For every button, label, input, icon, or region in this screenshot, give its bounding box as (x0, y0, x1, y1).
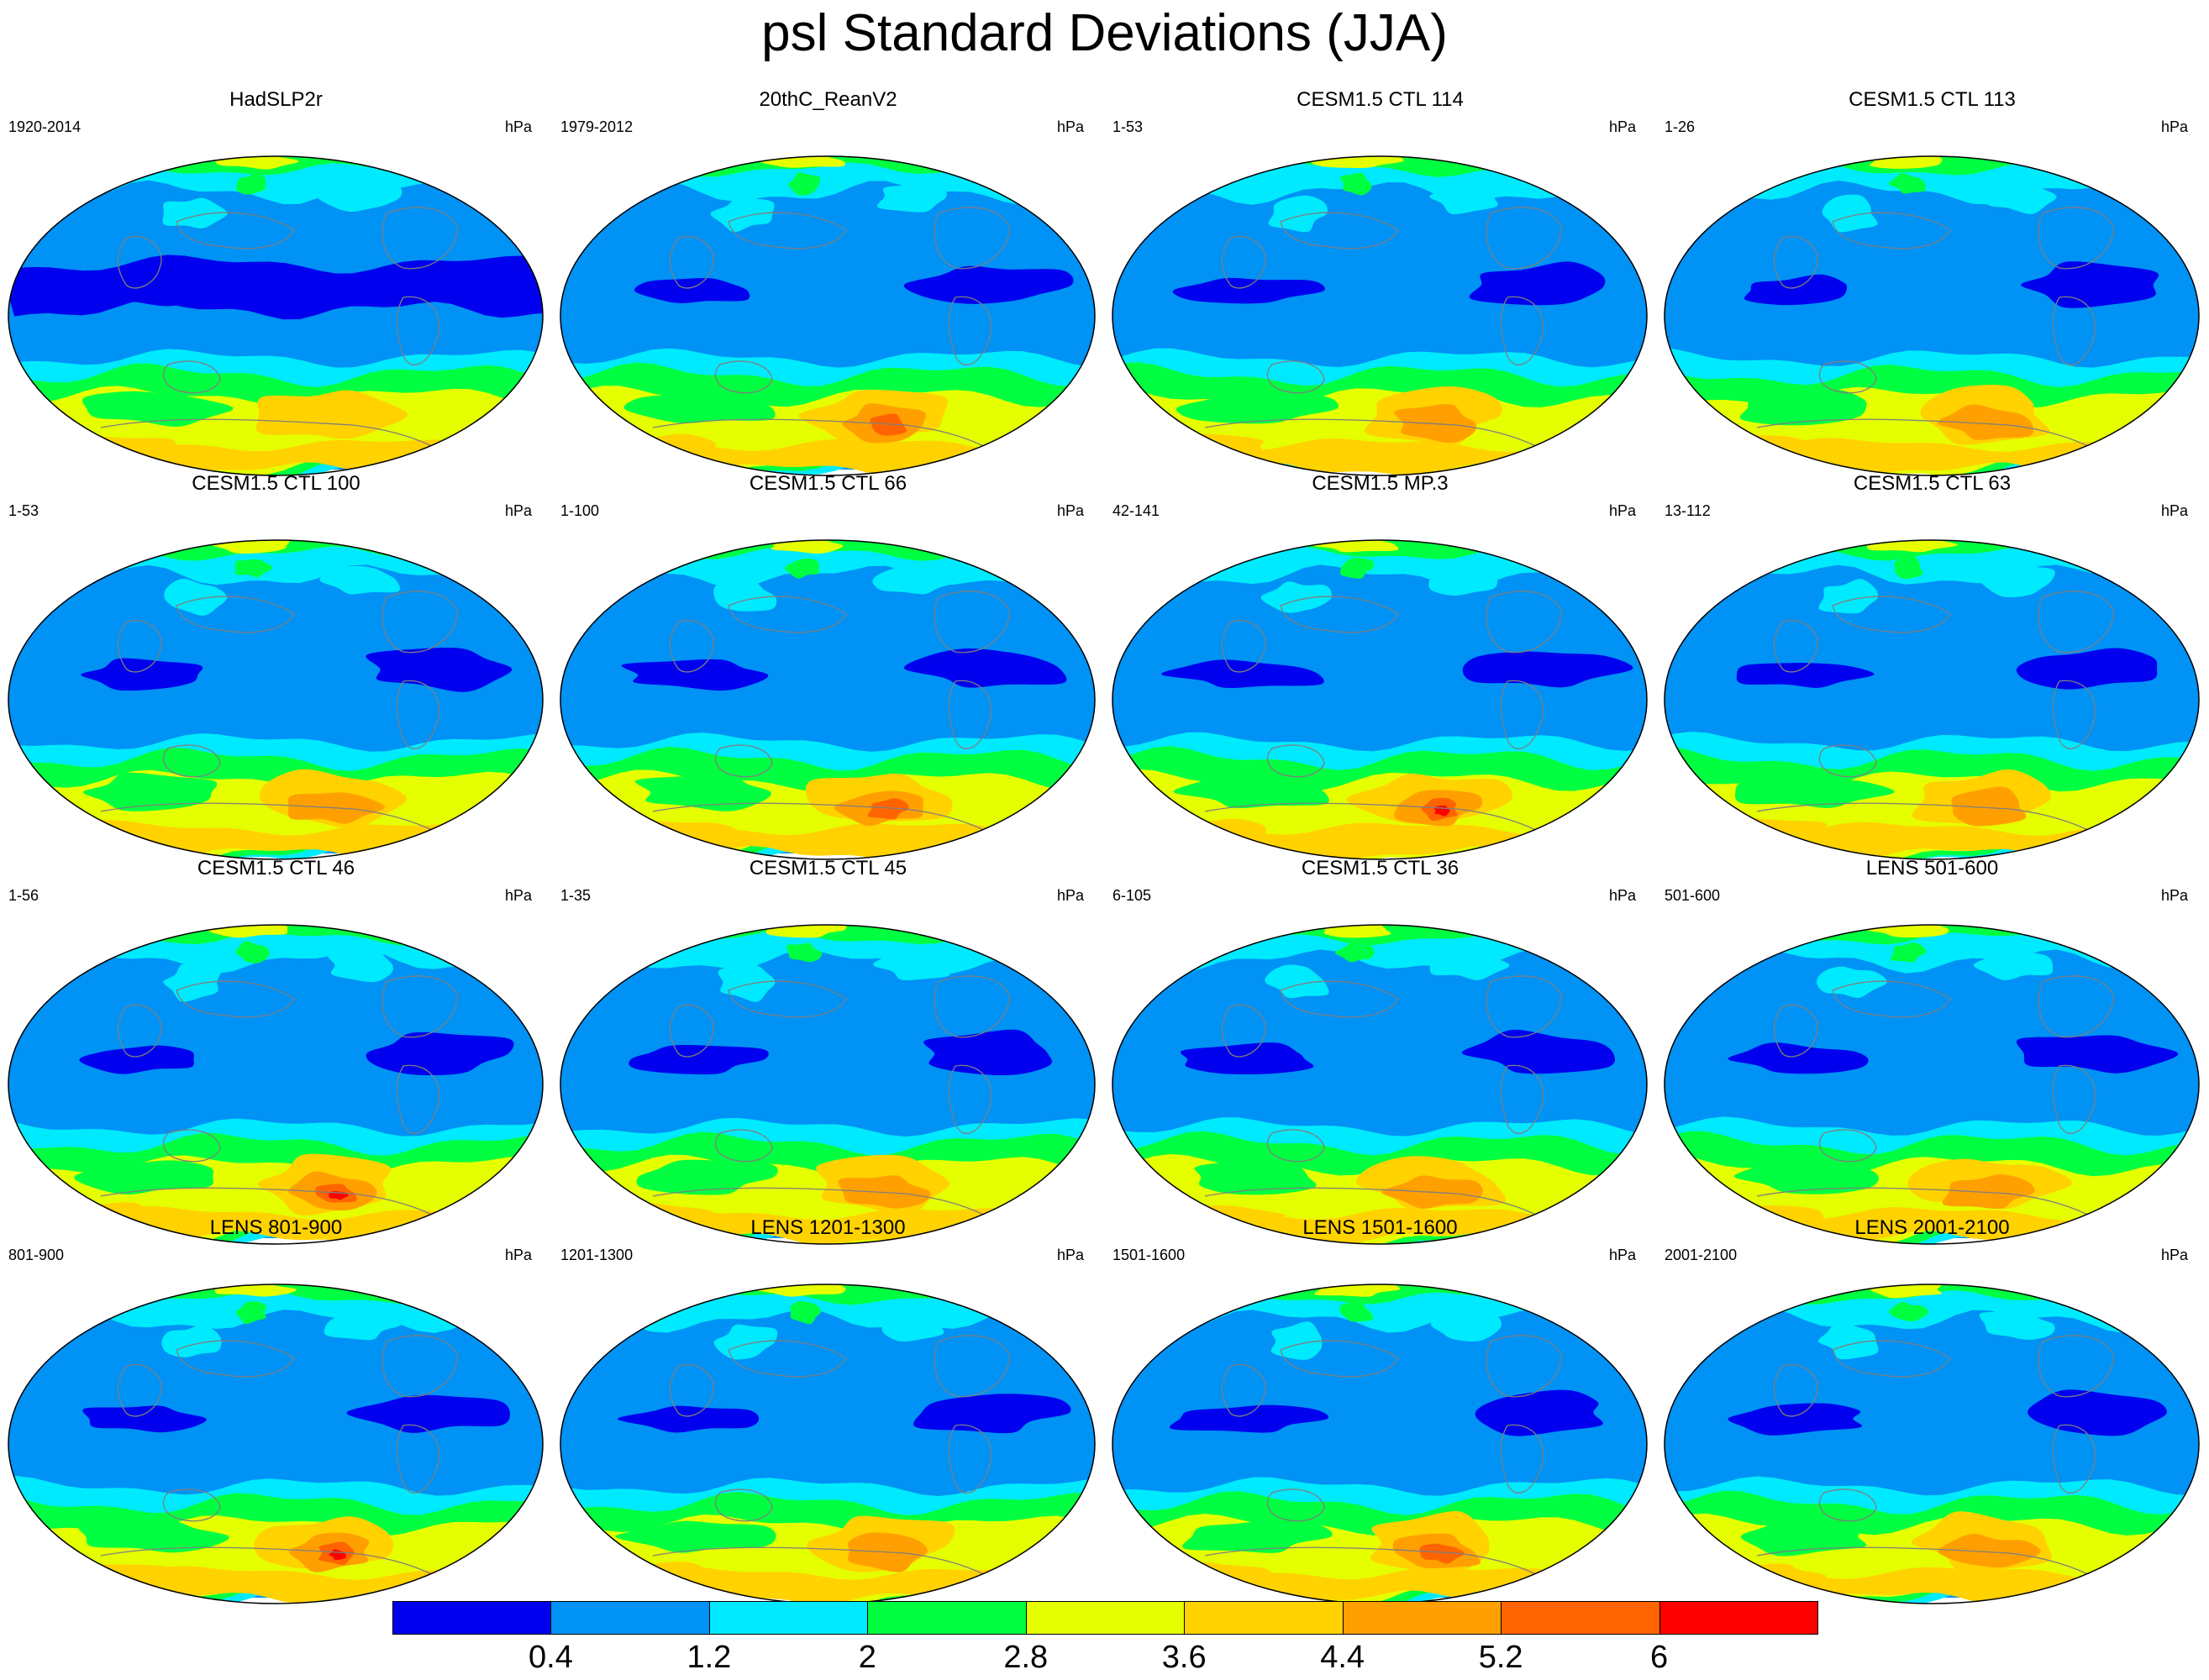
map-panel: CESM1.5 CTL 45 1-35 hPa (552, 856, 1104, 1251)
panel-years: 1-53 (8, 502, 39, 519)
panel-title: LENS 1201-1300 (750, 1216, 906, 1239)
panel-years: 42-141 (1112, 502, 1160, 519)
robinson-map (1664, 1284, 2200, 1604)
panel-years: 501-600 (1665, 887, 1721, 904)
robinson-map (1112, 155, 1648, 476)
colorbar-tick-label: 2 (858, 1640, 876, 1675)
map-panel: CESM1.5 CTL 63 13-112 hPa (1656, 471, 2208, 866)
colorbar-tick-label: 5.2 (1478, 1640, 1523, 1675)
colorbar-tick-label: 1.2 (686, 1640, 732, 1675)
panel-title: LENS 1501-1600 (1302, 1216, 1458, 1239)
panel-title: LENS 2001-2100 (1854, 1216, 2010, 1239)
panel-units: hPa (504, 887, 532, 904)
colorbar-swatch (1025, 1601, 1186, 1635)
panel-title: CESM1.5 CTL 46 (197, 857, 355, 879)
robinson-map (1664, 155, 2200, 476)
panel-units: hPa (1608, 118, 1636, 135)
map-panel: CESM1.5 CTL 113 1-26 hPa (1656, 87, 2208, 482)
panel-units: hPa (1056, 887, 1084, 904)
panel-title: CESM1.5 CTL 45 (749, 857, 907, 879)
panel-title: CESM1.5 MP.3 (1312, 472, 1449, 495)
panel-title: LENS 501-600 (1865, 857, 1999, 879)
map-panel: LENS 801-900 801-900 hPa (0, 1215, 552, 1610)
panel-title: CESM1.5 CTL 113 (1849, 88, 2016, 111)
panel-title: CESM1.5 CTL 63 (1853, 472, 2012, 495)
robinson-map (560, 1284, 1096, 1604)
panel-units: hPa (1056, 1247, 1084, 1263)
map-panel: LENS 501-600 501-600 hPa (1656, 856, 2208, 1251)
robinson-map (560, 539, 1096, 860)
panel-years: 1920-2014 (8, 118, 82, 135)
panel-title: CESM1.5 CTL 100 (192, 472, 360, 495)
robinson-map (1112, 1284, 1648, 1604)
colorbar-swatch (1184, 1601, 1344, 1635)
robinson-map (8, 155, 544, 476)
panel-title: CESM1.5 CTL 36 (1301, 857, 1460, 879)
panel-years: 1-56 (8, 887, 39, 904)
panel-years: 2001-2100 (1665, 1247, 1738, 1263)
colorbar-swatch (1342, 1601, 1502, 1635)
panel-years: 1-100 (560, 502, 600, 519)
panel-units: hPa (1608, 887, 1636, 904)
map-panel: CESM1.5 MP.3 42-141 hPa (1104, 471, 1656, 866)
panel-units: hPa (2160, 887, 2188, 904)
robinson-map (8, 539, 544, 860)
panel-years: 1-26 (1665, 118, 1696, 135)
panel-years: 13-112 (1665, 502, 1711, 519)
main-title: psl Standard Deviations (JJA) (761, 4, 1448, 62)
robinson-map (560, 155, 1096, 476)
map-panel: LENS 2001-2100 2001-2100 hPa (1656, 1215, 2208, 1610)
colorbar-swatch (708, 1601, 869, 1635)
panel-units: hPa (2160, 502, 2188, 519)
colorbar (392, 1601, 1818, 1636)
colorbar-swatch (550, 1601, 710, 1635)
map-panel: 20thC_ReanV2 1979-2012 hPa (552, 87, 1104, 482)
panel-units: hPa (1056, 118, 1084, 135)
map-panel: LENS 1501-1600 1501-1600 hPa (1104, 1215, 1656, 1610)
robinson-map (1664, 539, 2200, 860)
panel-units: hPa (1608, 1247, 1636, 1263)
colorbar-tick-label: 2.8 (1003, 1640, 1049, 1675)
robinson-map (1664, 924, 2200, 1245)
panel-years: 1501-1600 (1112, 1247, 1186, 1263)
panel-title: LENS 801-900 (209, 1216, 343, 1239)
panel-years: 1-35 (560, 887, 592, 904)
map-panel: HadSLP2r 1920-2014 hPa (0, 87, 552, 482)
colorbar-swatch (1659, 1601, 1818, 1635)
panel-units: hPa (1608, 502, 1636, 519)
panel-title: HadSLP2r (229, 88, 323, 111)
colorbar-swatch (392, 1601, 552, 1635)
panel-units: hPa (504, 502, 532, 519)
panel-units: hPa (1056, 502, 1084, 519)
panel-years: 1-53 (1112, 118, 1144, 135)
panel-units: hPa (504, 118, 532, 135)
colorbar-tick-label: 4.4 (1320, 1640, 1365, 1675)
map-panel: CESM1.5 CTL 46 1-56 hPa (0, 856, 552, 1251)
robinson-map (560, 924, 1096, 1245)
panel-units: hPa (2160, 118, 2188, 135)
map-panel: CESM1.5 CTL 100 1-53 hPa (0, 471, 552, 866)
colorbar-swatch (1501, 1601, 1660, 1635)
panel-title: CESM1.5 CTL 114 (1296, 88, 1464, 111)
panel-years: 801-900 (8, 1247, 65, 1263)
robinson-map (1112, 539, 1648, 860)
map-panel: LENS 1201-1300 1201-1300 hPa (552, 1215, 1104, 1610)
robinson-map (8, 1284, 544, 1604)
colorbar-tick-label: 0.4 (529, 1640, 573, 1675)
map-panel: CESM1.5 CTL 36 6-105 hPa (1104, 856, 1656, 1251)
panel-title: 20thC_ReanV2 (759, 88, 897, 111)
colorbar-tick-label: 6 (1649, 1640, 1669, 1675)
panel-years: 6-105 (1112, 887, 1152, 904)
panel-years: 1201-1300 (560, 1247, 634, 1263)
panel-years: 1979-2012 (560, 118, 634, 135)
robinson-map (8, 924, 544, 1245)
panel-units: hPa (504, 1247, 532, 1263)
map-panel: CESM1.5 CTL 114 1-53 hPa (1104, 87, 1656, 482)
robinson-map (1112, 924, 1648, 1245)
panel-title: CESM1.5 CTL 66 (749, 472, 907, 495)
panel-units: hPa (2160, 1247, 2188, 1263)
map-panel: CESM1.5 CTL 66 1-100 hPa (552, 471, 1104, 866)
colorbar-tick-label: 3.6 (1161, 1640, 1207, 1675)
colorbar-swatch (867, 1601, 1027, 1635)
